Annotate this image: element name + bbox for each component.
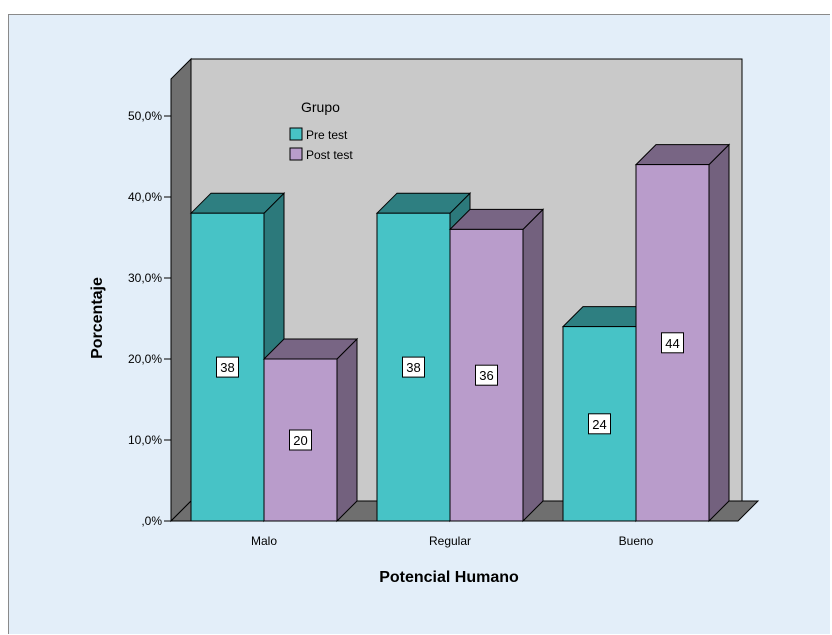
y-axis: ,0% 10,0% 20,0% 30,0% 40,0% 50,0% bbox=[128, 109, 172, 528]
data-label: 36 bbox=[479, 368, 493, 383]
bar-side bbox=[336, 337, 358, 523]
bar-side bbox=[522, 208, 544, 523]
x-axis: Malo Regular Bueno bbox=[171, 520, 738, 548]
bar: 20 bbox=[262, 337, 359, 523]
bar-side bbox=[708, 143, 730, 523]
y-tick-label: 30,0% bbox=[128, 271, 162, 285]
legend-label: Post test bbox=[306, 148, 353, 162]
x-tick-label: Regular bbox=[429, 534, 471, 548]
data-label: 44 bbox=[665, 336, 679, 351]
y-tick-label: 40,0% bbox=[128, 190, 162, 204]
bar-chart: ,0% 10,0% 20,0% 30,0% 40,0% 50,0% 38 20 38 36 24 4… bbox=[89, 57, 760, 586]
y-tick-label: 20,0% bbox=[128, 352, 162, 366]
data-label: 20 bbox=[293, 433, 307, 448]
legend-swatch bbox=[289, 147, 303, 161]
bar: 44 bbox=[634, 143, 731, 523]
data-label-box bbox=[402, 356, 425, 378]
y-axis-title: Porcentaje bbox=[89, 277, 106, 359]
legend: Grupo Pre test Post test bbox=[289, 99, 353, 162]
y-tick-label: 50,0% bbox=[128, 109, 162, 123]
y-tick-label: 10,0% bbox=[128, 433, 162, 447]
data-label-box bbox=[289, 429, 312, 451]
data-label: 38 bbox=[406, 360, 420, 375]
x-tick-label: Bueno bbox=[619, 534, 654, 548]
data-label: 24 bbox=[592, 417, 606, 432]
data-label: 38 bbox=[220, 360, 234, 375]
legend-label: Pre test bbox=[306, 128, 348, 142]
data-label-box bbox=[588, 413, 611, 435]
bar-front bbox=[449, 228, 524, 522]
x-axis-title: Potencial Humano bbox=[379, 569, 519, 586]
data-label-box bbox=[216, 356, 239, 378]
y-tick-label: ,0% bbox=[141, 514, 162, 528]
chart-frame: ,0% 10,0% 20,0% 30,0% 40,0% 50,0% 38 20 38 36 24 4… bbox=[8, 14, 830, 634]
bar: 36 bbox=[448, 208, 545, 523]
legend-title: Grupo bbox=[301, 99, 340, 115]
bars-group: 38 20 38 36 24 44 bbox=[189, 143, 731, 523]
legend-swatch bbox=[289, 127, 303, 141]
side-wall bbox=[170, 57, 192, 523]
data-label-box bbox=[661, 332, 684, 354]
data-label-box bbox=[475, 364, 498, 386]
x-tick-label: Malo bbox=[251, 534, 277, 548]
